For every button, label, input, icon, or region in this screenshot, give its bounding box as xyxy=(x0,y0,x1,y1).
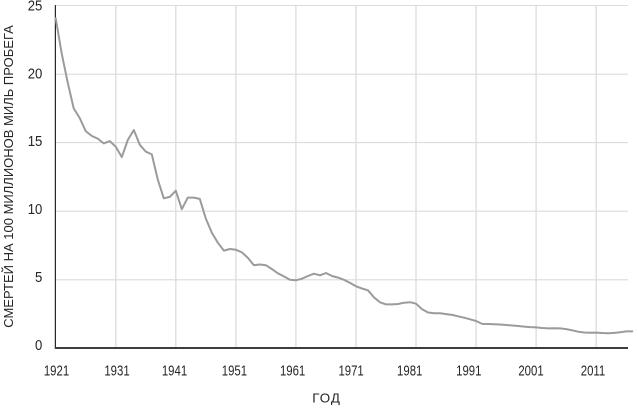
svg-text:1971: 1971 xyxy=(338,362,363,379)
svg-text:ГОД: ГОД xyxy=(312,391,341,406)
svg-text:0: 0 xyxy=(35,337,43,354)
svg-text:1941: 1941 xyxy=(162,362,187,379)
svg-text:1961: 1961 xyxy=(280,362,305,379)
svg-text:2011: 2011 xyxy=(581,362,605,379)
svg-text:1981: 1981 xyxy=(397,362,422,379)
svg-text:1931: 1931 xyxy=(104,362,129,379)
svg-text:1951: 1951 xyxy=(222,362,247,379)
svg-text:10: 10 xyxy=(28,201,43,218)
svg-text:25: 25 xyxy=(28,0,43,13)
svg-text:1921: 1921 xyxy=(44,362,69,379)
svg-text:2001: 2001 xyxy=(518,362,543,379)
svg-text:20: 20 xyxy=(28,65,43,82)
svg-text:1991: 1991 xyxy=(456,362,481,379)
svg-text:СМЕРТЕЙ НА 100 МИЛЛИОНОВ МИЛЬ: СМЕРТЕЙ НА 100 МИЛЛИОНОВ МИЛЬ ПРОБЕГА xyxy=(1,25,16,328)
svg-text:15: 15 xyxy=(28,133,43,150)
svg-text:5: 5 xyxy=(35,269,43,286)
